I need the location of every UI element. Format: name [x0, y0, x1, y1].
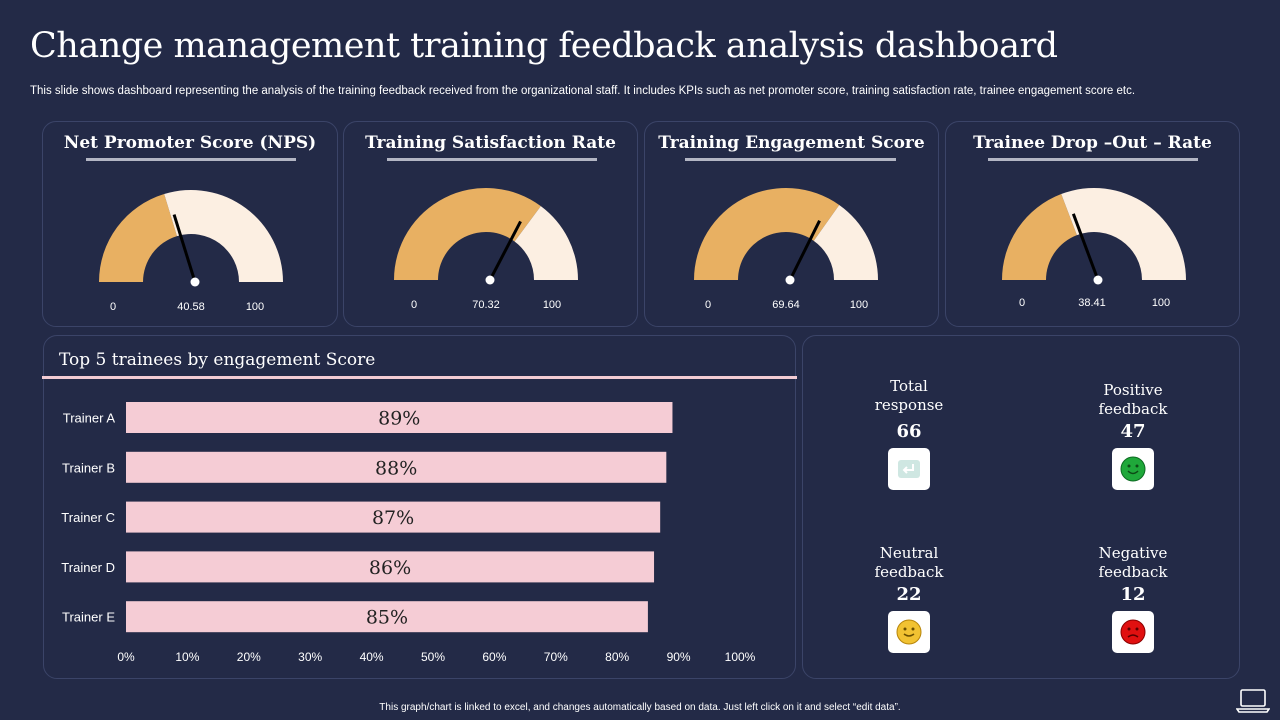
- neutral-feedback-value: 22: [896, 584, 922, 605]
- gauge-min-label: 0: [1018, 297, 1026, 309]
- gauge-needle-hub: [190, 277, 200, 287]
- engagement-gauge: [694, 188, 878, 285]
- neutral-feedback-icon-box: [888, 611, 930, 653]
- footer-note: This graph/chart is linked to excel, and…: [379, 702, 901, 713]
- gauge-max-label: 100: [542, 299, 562, 311]
- gauge-needle-hub: [485, 275, 495, 285]
- red-sad-face-icon: [1120, 619, 1146, 645]
- positive-feedback-value: 47: [1120, 421, 1146, 442]
- feedback-stats-panel: Total response 66 Positive feedback 47 N…: [802, 335, 1240, 679]
- gauge-needle: [488, 220, 522, 281]
- page-title: Change management training feedback anal…: [30, 26, 1058, 66]
- dropout-gauge: [1002, 188, 1186, 285]
- chart-title-line: [42, 376, 797, 379]
- gauge-max-label: 100: [245, 301, 265, 313]
- negative-feedback-label: Negative feedback: [1098, 544, 1168, 581]
- negative-feedback-value: 12: [1120, 584, 1146, 605]
- kpi-title: Net Promoter Score (NPS): [63, 133, 317, 153]
- gauge-value-arc: [99, 193, 178, 282]
- gauge-value-label: 40.58: [177, 301, 205, 313]
- gauge-needle-hub: [1093, 275, 1103, 285]
- gauge-needle: [788, 220, 821, 281]
- gauge-min-label: 0: [410, 299, 418, 311]
- yellow-smiley-icon: [896, 619, 922, 645]
- kpi-title-underline: [387, 158, 597, 161]
- kpi-panel-satisfaction: Training Satisfaction Rate 0 70.32 100: [343, 121, 638, 327]
- gauge-value-label: 70.32: [472, 299, 500, 311]
- total-response-icon-box: [888, 448, 930, 490]
- chart-title: Top 5 trainees by engagement Score: [59, 350, 376, 370]
- gauge-remainder-arc: [514, 206, 578, 280]
- positive-feedback-label: Positive feedback: [1098, 381, 1168, 418]
- gauge-needle: [1071, 213, 1100, 281]
- gauge-remainder-arc: [164, 190, 283, 282]
- top-trainees-panel: Top 5 trainees by engagement Score: [42, 335, 797, 679]
- total-response-value: 66: [896, 421, 922, 442]
- positive-feedback-icon-box: [1112, 448, 1154, 490]
- gauge-max-label: 100: [849, 299, 869, 311]
- laptop-icon: [1236, 689, 1270, 713]
- kpi-panel-engagement: Training Engagement Score 0 69.64 100: [644, 121, 939, 327]
- total-response-label: Total response: [874, 377, 944, 414]
- kpi-title: Training Satisfaction Rate: [365, 133, 616, 153]
- gauge-max-label: 100: [1151, 297, 1171, 309]
- gauge-value-arc: [394, 188, 541, 280]
- neutral-feedback-label: Neutral feedback: [874, 544, 944, 581]
- kpi-title-underline: [988, 158, 1198, 161]
- nps-gauge: [99, 190, 283, 287]
- gauge-remainder-arc: [813, 204, 878, 280]
- gauge-needle: [172, 214, 197, 283]
- reply-icon: [898, 460, 920, 478]
- gauge-needle-hub: [785, 275, 795, 285]
- gauge-value-label: 38.41: [1078, 297, 1106, 309]
- satisfaction-gauge: [394, 188, 578, 285]
- gauge-value-arc: [694, 188, 840, 280]
- page-subtitle: This slide shows dashboard representing …: [30, 85, 1136, 97]
- gauge-value-label: 69.64: [772, 299, 800, 311]
- kpi-title-underline: [685, 158, 896, 161]
- gauge-remainder-arc: [1061, 188, 1186, 280]
- negative-feedback-icon-box: [1112, 611, 1154, 653]
- kpi-title: Training Engagement Score: [658, 133, 925, 153]
- gauge-min-label: 0: [109, 301, 117, 313]
- green-smiley-icon: [1120, 456, 1146, 482]
- gauge-min-label: 0: [704, 299, 712, 311]
- gauge-value-arc: [1002, 194, 1077, 280]
- kpi-panel-nps: Net Promoter Score (NPS) 0 40.58 100: [42, 121, 338, 327]
- kpi-panel-dropout: Trainee Drop –Out – Rate 0 38.41 100: [945, 121, 1240, 327]
- kpi-title-underline: [86, 158, 296, 161]
- kpi-title: Trainee Drop –Out – Rate: [973, 133, 1212, 153]
